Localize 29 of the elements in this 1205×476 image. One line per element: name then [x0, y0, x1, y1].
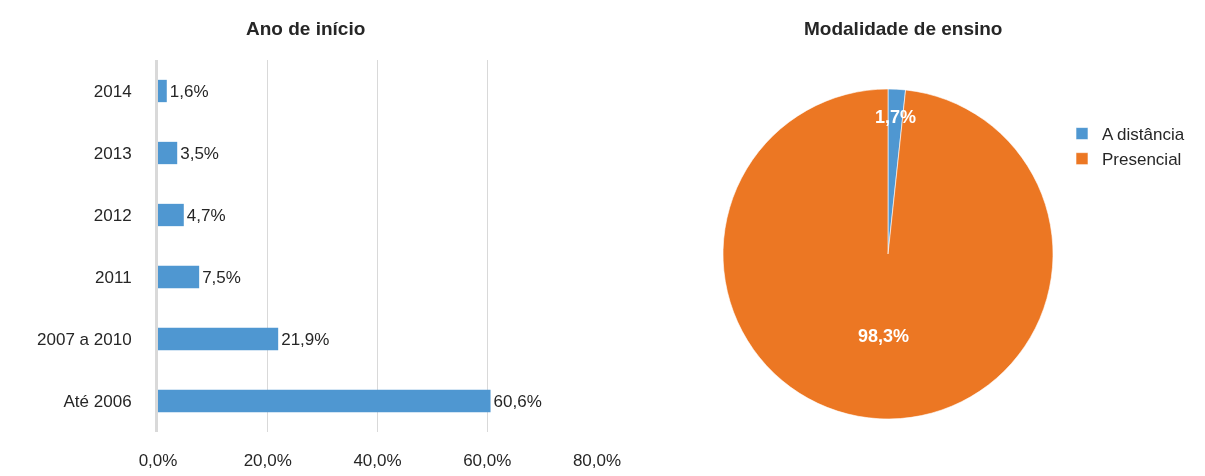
- data-label: 4,7%: [186, 205, 226, 225]
- bar: [158, 327, 279, 351]
- y-tick-label: 2007 a 2010: [37, 329, 132, 349]
- data-label: 3,5%: [180, 143, 219, 163]
- bar: [158, 79, 167, 103]
- bar: [158, 141, 178, 165]
- pie-slice: [722, 88, 1054, 420]
- data-label: 98,3%: [858, 326, 910, 346]
- x-tick-label: 40,0%: [353, 451, 402, 470]
- x-tick-label: 80,0%: [572, 451, 622, 470]
- y-tick-label: 2014: [93, 81, 132, 101]
- y-tick-label: 2012: [93, 205, 132, 225]
- bar: [158, 389, 491, 413]
- data-label: 21,9%: [281, 329, 330, 349]
- bar: [158, 203, 184, 227]
- x-tick-label: 20,0%: [243, 451, 292, 470]
- x-tick-label: 60,0%: [463, 451, 512, 470]
- y-tick-label: 2011: [95, 267, 132, 287]
- data-label: 60,6%: [493, 391, 542, 411]
- legend-label: A distância: [1102, 125, 1185, 145]
- x-tick-label: 0,0%: [138, 451, 178, 470]
- y-tick-label: 2013: [93, 143, 132, 163]
- data-label: 7,5%: [202, 267, 241, 287]
- y-tick-label: Até 2006: [63, 391, 132, 411]
- chart-title: Ano de início: [246, 18, 366, 39]
- legend-label: Presencial: [1102, 150, 1182, 170]
- data-label: 1,6%: [169, 81, 209, 101]
- chart-title: Modalidade de ensino: [804, 18, 1003, 39]
- bar: [158, 265, 200, 289]
